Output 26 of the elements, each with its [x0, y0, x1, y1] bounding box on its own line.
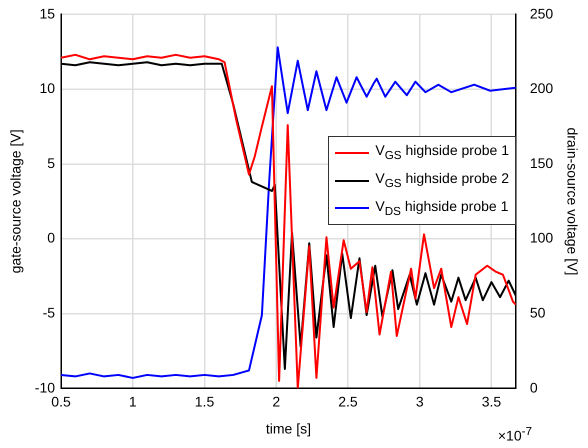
- y2-axis-title: drain-source voltage [V]: [564, 127, 581, 276]
- x-tick-label: 3: [416, 394, 424, 410]
- y2-tick-label: 200: [530, 80, 554, 96]
- legend-label: V$_{DS}$ highside probe 1: [375, 196, 508, 220]
- y-tick-label: -5: [42, 304, 56, 320]
- x-tick-label: 1: [128, 394, 137, 410]
- y-axis-title: gate-source voltage [V]: [7, 129, 24, 274]
- y2-tick-label: 100: [530, 230, 554, 246]
- y2-tick-label: 150: [530, 154, 554, 171]
- y-tick-label: 15: [39, 5, 56, 22]
- x-tick-label: 2.5: [338, 394, 358, 410]
- legend-label: V$_{GS}$ highside probe 1: [375, 141, 509, 164]
- y-tick-label: 5: [47, 154, 56, 171]
- x-tick-label: 0.5: [51, 394, 71, 410]
- y2-tick-label: 0: [530, 379, 538, 396]
- x-axis-title: time [s]: [266, 420, 311, 436]
- y-tick-label: -10: [34, 379, 56, 396]
- y2-tick-label: 50: [530, 304, 546, 320]
- text: ×10$^{-7}$: [498, 425, 532, 444]
- x-tick-label: 2: [272, 394, 280, 410]
- y-tick-label: 0: [47, 230, 56, 246]
- y2-tick-label: 250: [530, 5, 554, 22]
- legend-label: V$_{GS}$ highside probe 2: [375, 168, 509, 192]
- x-tick-label: 1.5: [194, 394, 214, 410]
- y-tick-label: 10: [39, 80, 56, 96]
- x-tick-label: 3.5: [482, 394, 502, 410]
